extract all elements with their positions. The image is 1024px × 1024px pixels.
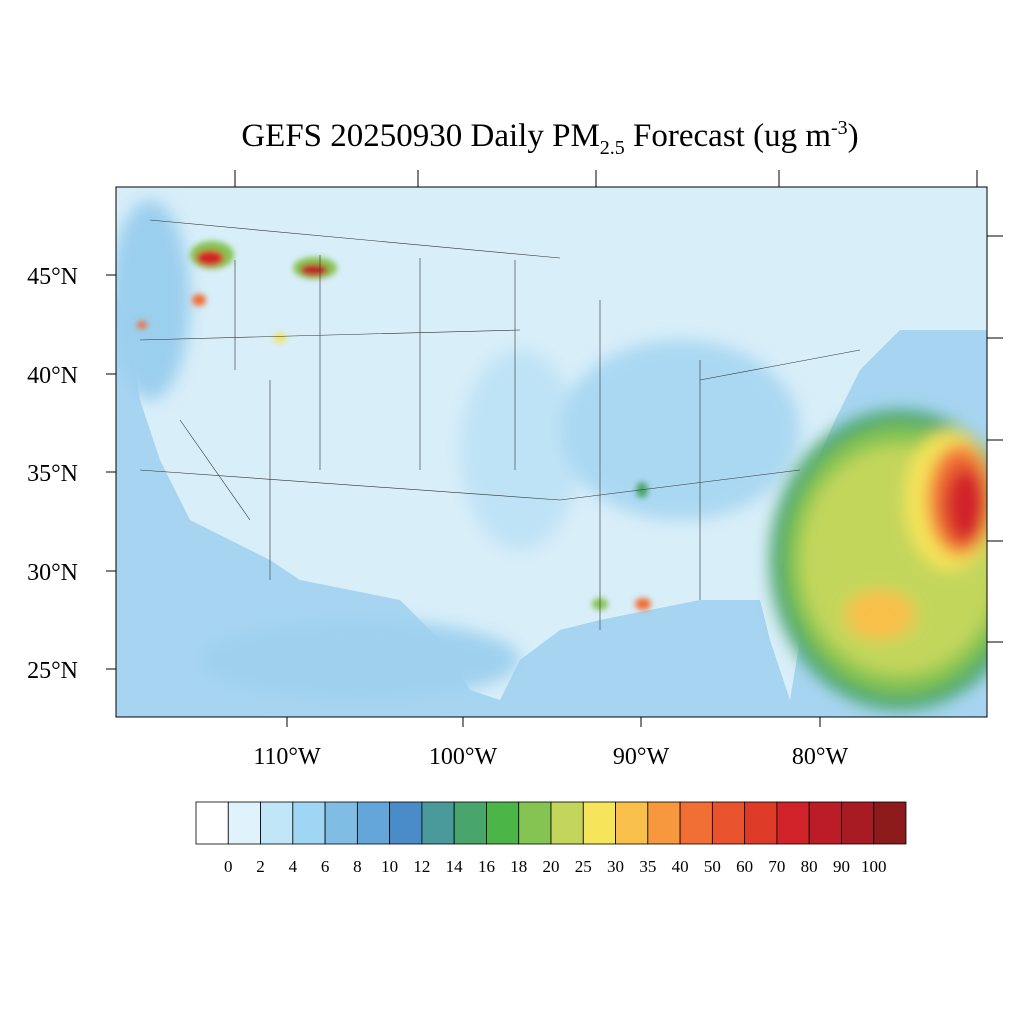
colorbar-box [292, 801, 326, 845]
colorbar-box [582, 801, 616, 845]
colorbar-box [389, 801, 423, 845]
colorbar-box [873, 801, 907, 845]
colorbar-label: 80 [801, 857, 818, 876]
colorbar-label: 90 [833, 857, 850, 876]
colorbar-label: 60 [736, 857, 753, 876]
colorbar-box [260, 801, 294, 845]
lon-label: 90°W [613, 744, 670, 770]
colorbar-box [550, 801, 584, 845]
colorbar-label: 4 [289, 857, 298, 876]
fires [137, 241, 651, 610]
colorbar-label: 40 [672, 857, 689, 876]
colorbar-box [744, 801, 778, 845]
colorbar-label: 8 [353, 857, 362, 876]
colorbar-box [195, 801, 229, 845]
colorbar: 0 2 4 6 8 10 12 14 16 18 20 25 30 35 40 50 60 70 80 90 100 [195, 801, 907, 876]
lat-label: 40°N [27, 363, 78, 389]
colorbar-label: 12 [413, 857, 430, 876]
colorbar-box [808, 801, 842, 845]
colorbar-box [711, 801, 746, 845]
smoke-plume [770, 410, 987, 710]
title-end: ) [848, 118, 859, 154]
colorbar-box [324, 801, 358, 845]
colorbar-box [453, 801, 487, 845]
colorbar-box [647, 801, 681, 845]
colorbar-label: 20 [543, 857, 560, 876]
title-sub: 2.5 [600, 137, 625, 159]
colorbar-label: 6 [321, 857, 330, 876]
haze [116, 200, 800, 700]
boundaries [139, 219, 861, 630]
map-frame [115, 186, 988, 718]
colorbar-label: 100 [861, 857, 887, 876]
title: GEFS 20250930 Daily PM2.5 Forecast (ug m… [241, 117, 858, 159]
colorbar-box [841, 801, 875, 845]
axes: 45°N 40°N 35°N 30°N 25°N 110°W 100°W 90°W 80°W [27, 170, 1003, 770]
colorbar-box [356, 801, 391, 845]
lon-label: 100°W [429, 744, 498, 770]
colorbar-box [518, 801, 552, 845]
colorbar-box [776, 801, 810, 845]
colorbar-box [486, 801, 520, 845]
colorbar-label: 14 [446, 857, 464, 876]
lon-label: 80°W [792, 744, 849, 770]
lat-label: 25°N [27, 658, 78, 684]
lat-label: 30°N [27, 560, 78, 586]
colorbar-label: 0 [224, 857, 233, 876]
colorbar-label: 70 [768, 857, 785, 876]
title-sup: -3 [831, 117, 848, 139]
colorbar-label: 2 [256, 857, 265, 876]
map [116, 187, 987, 717]
title-main: GEFS 20250930 Daily PM [241, 118, 599, 154]
colorbar-label: 30 [607, 857, 624, 876]
colorbar-label: 10 [381, 857, 398, 876]
colorbar-box [679, 801, 713, 845]
lat-label: 45°N [27, 264, 78, 290]
colorbar-label: 35 [639, 857, 656, 876]
lat-label: 35°N [27, 461, 78, 487]
title-rest: Forecast (ug m [625, 118, 832, 154]
colorbar-label: 25 [575, 857, 592, 876]
colorbar-label: 18 [510, 857, 527, 876]
lon-label: 110°W [253, 744, 321, 770]
colorbar-label: 16 [478, 857, 495, 876]
colorbar-box [615, 801, 649, 845]
colorbar-label: 50 [704, 857, 721, 876]
colorbar-box [421, 801, 455, 845]
colorbar-box [227, 801, 261, 845]
